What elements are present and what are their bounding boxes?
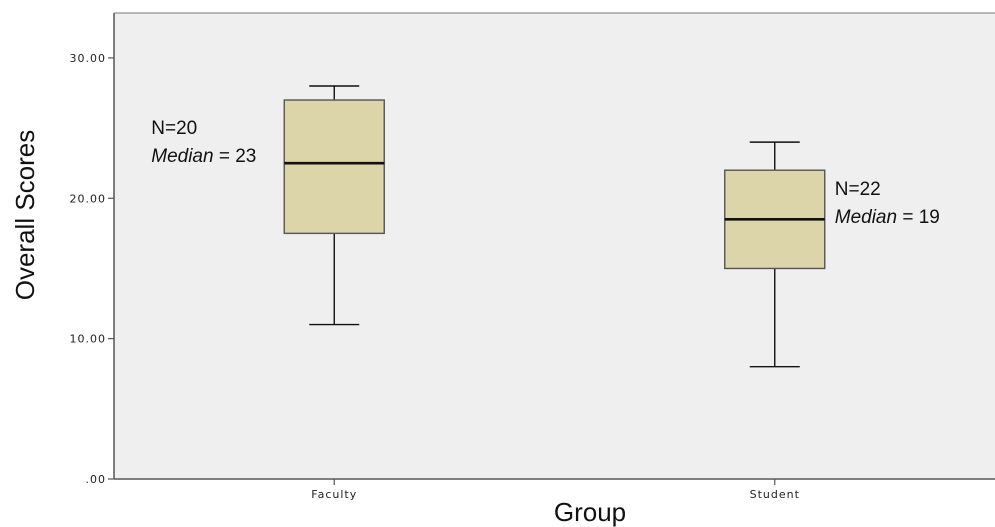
y-axis-label: Overall Scores [10,130,40,301]
annotation-median-student: Median = 19 [835,207,940,228]
y-tick-label: 20.00 [70,192,107,205]
annotation-n-faculty: N=20 [151,118,197,139]
x-tick-label-student: Student [750,488,800,501]
annotation-n-student: N=22 [835,179,881,200]
y-tick-label: 30.00 [70,52,107,65]
plot-area [114,13,995,478]
y-tick-label: 10.00 [70,333,107,346]
x-tick-label-faculty: Faculty [311,488,357,501]
annotation-median-faculty: Median = 23 [151,146,256,167]
box-faculty [283,99,385,235]
y-tick-label: .00 [86,473,107,486]
x-axis-label: Group [554,497,626,527]
